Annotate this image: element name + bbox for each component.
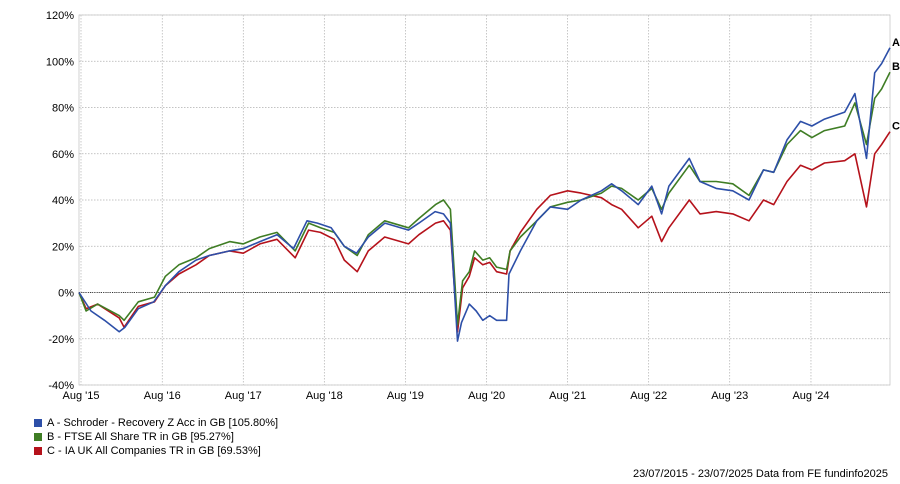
x-tick-label: Aug '24 — [792, 390, 829, 402]
x-tick-label: Aug '15 — [63, 390, 100, 402]
x-tick-label: Aug '19 — [387, 390, 424, 402]
performance-chart: -40% -20% 0% 20% 40% 60% 80% 100% 120% Aug '15 Aug… — [46, 10, 900, 402]
y-tick-label: 0% — [58, 288, 74, 300]
x-tick-label: Aug '22 — [630, 390, 667, 402]
y-tick-label: 60% — [52, 149, 74, 161]
legend-label-a: A - Schroder - Recovery Z Acc in GB [105… — [47, 416, 279, 429]
series-end-label-c: C — [892, 121, 900, 133]
y-tick-label: 40% — [52, 195, 74, 207]
x-tick-label: Aug '16 — [144, 390, 181, 402]
series-line-a — [78, 47, 891, 342]
legend-item-c: C - IA UK All Companies TR in GB [69.53%… — [34, 444, 278, 457]
legend-swatch-a — [34, 418, 42, 427]
x-tick-label: Aug '23 — [711, 390, 748, 402]
legend-item-a: A - Schroder - Recovery Z Acc in GB [105… — [34, 416, 278, 429]
y-tick-label: -40% — [48, 380, 74, 392]
x-tick-label: Aug '17 — [225, 390, 262, 402]
x-tick-label: Aug '21 — [549, 390, 586, 402]
series-end-label-b: B — [892, 61, 900, 73]
legend-label-c: C - IA UK All Companies TR in GB [69.53%… — [47, 444, 261, 457]
x-tick-label: Aug '20 — [468, 390, 505, 402]
y-tick-label: -20% — [48, 334, 74, 346]
legend-label-b: B - FTSE All Share TR in GB [95.27%] — [47, 430, 234, 443]
plot-frame — [78, 14, 891, 386]
series-line-c — [78, 131, 891, 333]
x-tick-label: Aug '18 — [306, 390, 343, 402]
legend-swatch-c — [34, 446, 42, 455]
legend-swatch-b — [34, 432, 42, 441]
y-tick-label: 120% — [46, 10, 74, 22]
series-end-label-a: A — [892, 37, 900, 49]
y-tick-label: 100% — [46, 56, 74, 68]
y-tick-label: 20% — [52, 241, 74, 253]
data-source-footer: 23/07/2015 - 23/07/2025 Data from FE fun… — [632, 468, 888, 480]
legend-item-b: B - FTSE All Share TR in GB [95.27%] — [34, 430, 278, 443]
series-line-b — [78, 71, 891, 326]
y-tick-label: 80% — [52, 103, 74, 115]
legend: A - Schroder - Recovery Z Acc in GB [105… — [34, 416, 278, 458]
